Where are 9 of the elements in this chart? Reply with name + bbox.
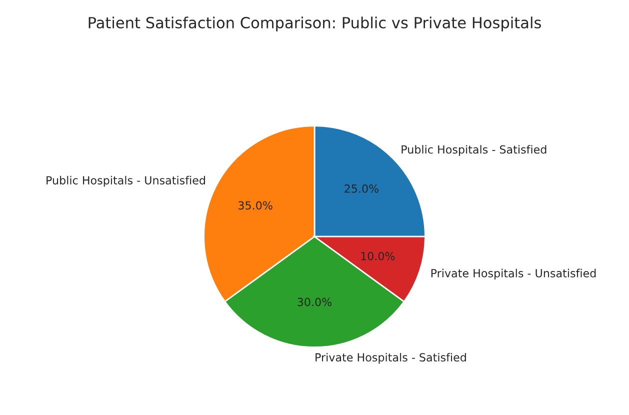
slice-label: Public Hospitals - Satisfied (402, 145, 546, 156)
data-label: 30.0% (298, 298, 332, 306)
slice-label: Private Hospitals - Unsatisfied (431, 268, 596, 280)
slice-label: Public Hospitals - Unsatisfied (46, 176, 205, 187)
data-label: 25.0% (344, 184, 379, 193)
data-label: 10.0% (361, 252, 395, 260)
chart-title: Patient Satisfaction Comparison: Public vs Private Hospitals (88, 16, 541, 32)
data-label: 35.0% (238, 201, 272, 210)
slice-label: Private Hospitals - Satisfied (316, 352, 466, 364)
